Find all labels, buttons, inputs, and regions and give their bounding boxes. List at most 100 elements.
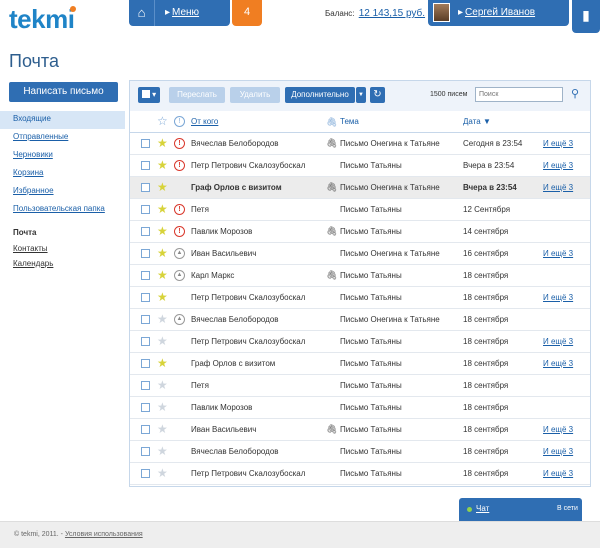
row-more-link[interactable]: И ещё 3	[543, 447, 574, 456]
row-checkbox[interactable]	[141, 469, 150, 478]
star-icon[interactable]: ★	[157, 444, 168, 458]
col-from[interactable]: От кого	[191, 117, 219, 126]
row-checkbox[interactable]	[141, 315, 150, 324]
row-checkbox[interactable]	[141, 205, 150, 214]
refresh-icon[interactable]: ↻	[370, 87, 385, 103]
table-row[interactable]: ★ Петр Петрович Скалозубоскал Письмо Татья…	[130, 331, 590, 353]
row-subject[interactable]: Письмо Татьяны	[340, 337, 402, 346]
row-subject[interactable]: Письмо Татьяны	[340, 359, 402, 368]
row-from[interactable]: Граф Орлов с визитом	[191, 359, 276, 368]
sidebar-item-calendar[interactable]: Календарь	[13, 259, 54, 268]
row-checkbox[interactable]	[141, 227, 150, 236]
row-from[interactable]: Павлик Морозов	[191, 403, 253, 412]
row-from[interactable]: Петр Петрович Скалозубоскал	[191, 337, 306, 346]
row-from[interactable]: Павлик Морозов	[191, 227, 253, 236]
table-row[interactable]: ★ ▲ Иван Васильевич Письмо Онегина к Татьян…	[130, 243, 590, 265]
sidebar-item-favorites[interactable]: Избранное	[13, 186, 54, 195]
col-date[interactable]: Дата ▼	[463, 117, 491, 126]
row-subject[interactable]: Письмо Татьяны	[340, 205, 402, 214]
row-checkbox[interactable]	[141, 447, 150, 456]
row-subject[interactable]: Письмо Татьяны	[340, 469, 402, 478]
table-row[interactable]: ★ Петр Петрович Скалозубоскал Письмо Татья…	[130, 463, 590, 485]
row-checkbox[interactable]	[141, 183, 150, 192]
row-more-link[interactable]: И ещё 3	[543, 359, 574, 368]
attachment-header-icon[interactable]: 🖇	[326, 117, 338, 127]
star-icon[interactable]: ★	[157, 290, 168, 304]
sidebar-item-drafts[interactable]: Черновики	[13, 150, 53, 159]
row-subject[interactable]: Письмо Татьяны	[340, 425, 402, 434]
star-icon[interactable]: ★	[157, 246, 168, 260]
row-more-link[interactable]: И ещё 3	[543, 425, 574, 434]
priority-header-icon[interactable]: !	[174, 116, 185, 127]
row-checkbox[interactable]	[141, 359, 150, 368]
sidebar-item-custom-folder[interactable]: Пользовательская папка	[13, 204, 105, 213]
row-subject[interactable]: Письмо Татьяны	[340, 161, 402, 170]
select-all-button[interactable]: ▾	[138, 87, 160, 103]
row-checkbox[interactable]	[141, 271, 150, 280]
table-row[interactable]: ★ Петр Петрович Скалозубоскал Письмо Татья…	[130, 287, 590, 309]
star-icon[interactable]: ★	[157, 400, 168, 414]
row-from[interactable]: Вячеслав Белобородов	[191, 315, 279, 324]
row-checkbox[interactable]	[141, 293, 150, 302]
star-icon[interactable]: ★	[157, 422, 168, 436]
avatar[interactable]	[433, 3, 450, 22]
more-dropdown-icon[interactable]: ▼	[356, 87, 366, 103]
row-from[interactable]: Петя	[191, 381, 209, 390]
row-subject[interactable]: Письмо Онегина к Татьяне	[340, 183, 440, 192]
row-subject[interactable]: Письмо Татьяны	[340, 271, 402, 280]
row-more-link[interactable]: И ещё 3	[543, 139, 574, 148]
compose-button[interactable]: Написать письмо	[9, 82, 118, 102]
star-header-icon[interactable]: ☆	[157, 114, 168, 128]
star-icon[interactable]: ★	[157, 224, 168, 238]
row-checkbox[interactable]	[141, 249, 150, 258]
row-checkbox[interactable]	[141, 381, 150, 390]
forward-button[interactable]: Переслать	[169, 87, 225, 103]
star-icon[interactable]: ★	[157, 202, 168, 216]
star-icon[interactable]: ★	[157, 312, 168, 326]
sidebar-item-sent[interactable]: Отправленные	[13, 132, 69, 141]
row-checkbox[interactable]	[141, 425, 150, 434]
table-row[interactable]: ★! Петя Письмо Татьяны 12 Сентября	[130, 199, 590, 221]
row-more-link[interactable]: И ещё 3	[543, 293, 574, 302]
table-row[interactable]: ★ ▲ Вячеслав Белобородов Письмо Онегина к Т…	[130, 309, 590, 331]
row-more-link[interactable]: И ещё 3	[543, 161, 574, 170]
row-from[interactable]: Петр Петрович Скалозубоскал	[191, 469, 306, 478]
row-subject[interactable]: Письмо Татьяны	[340, 227, 402, 236]
row-subject[interactable]: Письмо Татьяны	[340, 403, 402, 412]
table-row[interactable]: ★! Вячеслав Белобородов 🖇 Письмо Онегина к …	[130, 133, 590, 155]
star-icon[interactable]: ★	[157, 334, 168, 348]
notifications-badge[interactable]: 4	[232, 0, 262, 26]
row-from[interactable]: Петр Петрович Скалозубоскал	[191, 293, 306, 302]
sidebar-item-trash[interactable]: Корзина	[13, 168, 44, 177]
menu-link[interactable]: Меню	[165, 7, 199, 18]
row-from[interactable]: Граф Орлов с визитом	[191, 183, 282, 192]
sidebar-item-contacts[interactable]: Контакты	[13, 244, 48, 253]
row-from[interactable]: Вячеслав Белобородов	[191, 139, 279, 148]
logo[interactable]: tekmi	[9, 4, 77, 34]
star-icon[interactable]: ★	[157, 356, 168, 370]
row-checkbox[interactable]	[141, 403, 150, 412]
row-more-link[interactable]: И ещё 3	[543, 183, 574, 192]
sidebar-item-inbox[interactable]: Входящие	[0, 111, 125, 129]
row-from[interactable]: Иван Васильевич	[191, 249, 257, 258]
star-icon[interactable]: ★	[157, 158, 168, 172]
star-icon[interactable]: ★	[157, 180, 168, 194]
row-subject[interactable]: Письмо Татьяны	[340, 293, 402, 302]
table-row[interactable]: ★! Петр Петрович Скалозубоскал Письмо Тать…	[130, 155, 590, 177]
table-row[interactable]: ★ Павлик Морозов Письмо Татьяны 18 сентября	[130, 397, 590, 419]
terms-link[interactable]: Условия использования	[64, 531, 143, 538]
star-icon[interactable]: ★	[157, 268, 168, 282]
more-button[interactable]: Дополнительно	[285, 87, 355, 103]
row-subject[interactable]: Письмо Татьяны	[340, 381, 402, 390]
row-subject[interactable]: Письмо Онегина к Татьяне	[340, 315, 440, 324]
book-icon[interactable]: ▮	[572, 0, 600, 33]
table-row[interactable]: ★ Граф Орлов с визитом Письмо Татьяны 18 се…	[130, 353, 590, 375]
star-icon[interactable]: ★	[157, 378, 168, 392]
chat-bar[interactable]: Чат В сети	[459, 498, 582, 521]
table-row[interactable]: ★ Граф Орлов с визитом 🖇 Письмо Онегина к Т…	[130, 177, 590, 199]
table-row[interactable]: ★ Иван Васильевич 🖇 Письмо Татьяны 18 сентяб…	[130, 419, 590, 441]
delete-button[interactable]: Удалить	[230, 87, 280, 103]
row-subject[interactable]: Письмо Онегина к Татьяне	[340, 139, 440, 148]
search-input[interactable]	[475, 87, 563, 102]
row-more-link[interactable]: И ещё 3	[543, 469, 574, 478]
